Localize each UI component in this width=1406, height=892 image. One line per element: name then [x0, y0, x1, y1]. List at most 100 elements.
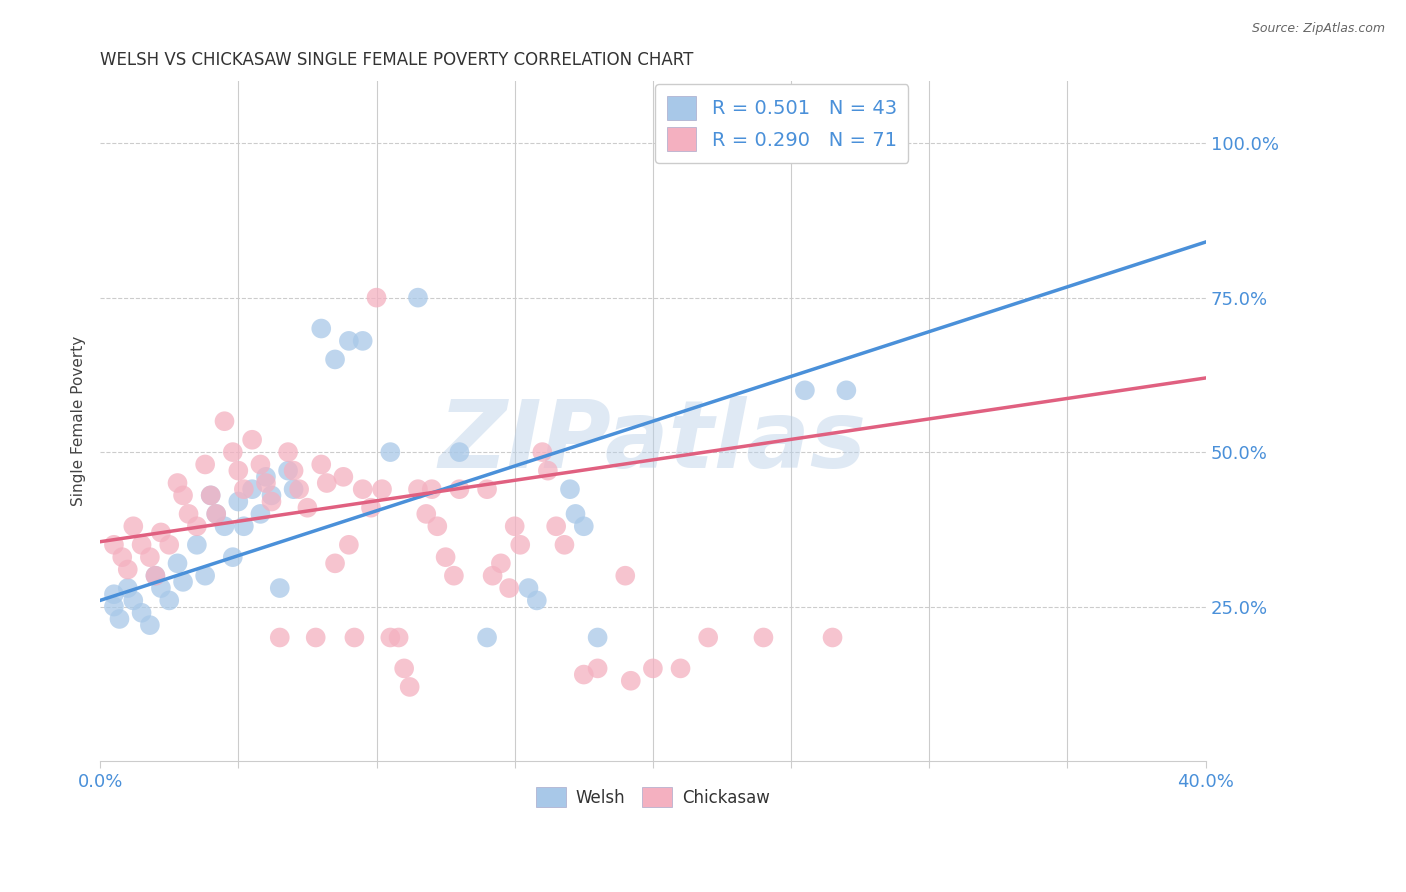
Point [415, 507, 437, 521]
Point [360, 500, 382, 515]
Point [343, 631, 366, 645]
Point [586, 631, 609, 645]
Point [103, 599, 125, 614]
Point [172, 488, 194, 502]
Point [332, 470, 354, 484]
Point [752, 631, 775, 645]
Point [380, 445, 402, 459]
Point [517, 581, 540, 595]
Point [449, 482, 471, 496]
Point [498, 581, 520, 595]
Point [337, 334, 360, 348]
Point [475, 482, 498, 496]
Point [572, 667, 595, 681]
Point [669, 661, 692, 675]
Point [214, 414, 236, 428]
Point [277, 464, 299, 478]
Point [283, 482, 305, 496]
Point [388, 631, 411, 645]
Point [309, 458, 332, 472]
Point [793, 384, 815, 398]
Point [149, 525, 172, 540]
Point [481, 568, 503, 582]
Point [222, 550, 245, 565]
Point [177, 507, 200, 521]
Point [200, 488, 222, 502]
Y-axis label: Single Female Poverty: Single Female Poverty [72, 336, 86, 507]
Point [149, 581, 172, 595]
Point [228, 464, 250, 478]
Point [323, 557, 346, 571]
Point [200, 488, 222, 502]
Point [139, 618, 162, 632]
Point [157, 593, 180, 607]
Point [166, 475, 188, 490]
Point [108, 612, 131, 626]
Point [117, 562, 139, 576]
Point [572, 519, 595, 533]
Point [475, 631, 498, 645]
Point [249, 458, 271, 472]
Point [807, 142, 830, 156]
Point [323, 352, 346, 367]
Point [260, 488, 283, 502]
Point [157, 538, 180, 552]
Point [614, 568, 637, 582]
Point [352, 482, 374, 496]
Point [426, 519, 449, 533]
Point [443, 568, 465, 582]
Point [620, 673, 643, 688]
Point [434, 550, 457, 565]
Point [352, 334, 374, 348]
Point [398, 680, 420, 694]
Point [166, 557, 188, 571]
Point [392, 661, 415, 675]
Point [283, 464, 305, 478]
Point [186, 538, 208, 552]
Point [260, 494, 283, 508]
Point [288, 482, 311, 496]
Point [337, 538, 360, 552]
Point [240, 433, 263, 447]
Point [131, 606, 153, 620]
Point [380, 631, 402, 645]
Text: ZIPatlas: ZIPatlas [439, 396, 868, 488]
Point [297, 500, 319, 515]
Point [222, 445, 245, 459]
Point [309, 321, 332, 335]
Point [406, 482, 429, 496]
Point [205, 507, 228, 521]
Point [205, 507, 228, 521]
Point [835, 384, 858, 398]
Point [194, 568, 217, 582]
Point [366, 291, 388, 305]
Point [194, 458, 217, 472]
Point [277, 445, 299, 459]
Point [232, 482, 254, 496]
Point [122, 519, 145, 533]
Point [232, 519, 254, 533]
Point [103, 587, 125, 601]
Point [122, 593, 145, 607]
Point [269, 581, 291, 595]
Legend: Welsh, Chickasaw: Welsh, Chickasaw [529, 780, 776, 814]
Point [145, 568, 167, 582]
Point [103, 538, 125, 552]
Point [131, 538, 153, 552]
Point [186, 519, 208, 533]
Point [420, 482, 443, 496]
Point [526, 593, 548, 607]
Point [558, 482, 581, 496]
Point [821, 631, 844, 645]
Point [315, 475, 337, 490]
Point [371, 482, 394, 496]
Point [449, 445, 471, 459]
Point [641, 661, 664, 675]
Point [269, 631, 291, 645]
Point [214, 519, 236, 533]
Point [139, 550, 162, 565]
Point [553, 538, 575, 552]
Point [172, 574, 194, 589]
Point [489, 557, 512, 571]
Point [564, 507, 586, 521]
